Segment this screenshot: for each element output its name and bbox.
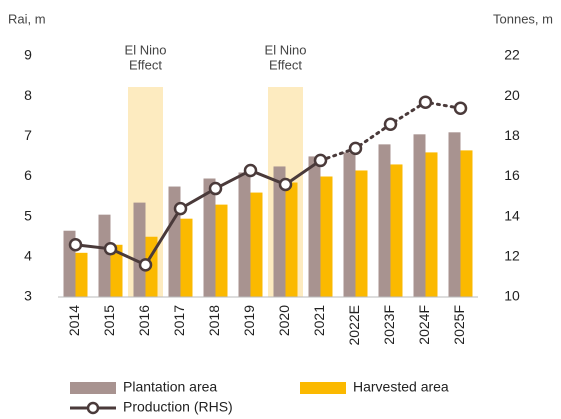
line-marker <box>278 177 293 192</box>
y-tick-label: 3 <box>24 288 32 304</box>
line-marker <box>313 153 328 168</box>
x-tick-label: 2017 <box>171 305 187 336</box>
y-tick-label: 7 <box>24 127 32 143</box>
x-tick-label: 2025F <box>451 305 467 345</box>
line-marker <box>348 141 363 156</box>
line-marker <box>68 238 83 252</box>
y-tick-label: 5 <box>24 207 32 223</box>
bar <box>250 192 263 297</box>
y2-tick-label: 18 <box>504 127 520 143</box>
y2-tick-label: 12 <box>504 248 520 264</box>
bar <box>308 156 321 297</box>
line-marker <box>453 101 468 115</box>
y2-tick-label: 20 <box>504 87 520 103</box>
y-tick-label: 6 <box>24 167 32 183</box>
bar <box>320 176 333 297</box>
bar <box>133 202 146 297</box>
line-marker <box>103 242 118 256</box>
annotation-text: Effect <box>129 57 162 72</box>
y2-tick-label: 16 <box>504 167 520 183</box>
x-tick-label: 2019 <box>241 305 257 336</box>
bar <box>355 170 368 297</box>
x-tick-label: 2020 <box>276 305 292 336</box>
line-marker <box>383 117 398 132</box>
annotation-text: El Nino <box>265 42 307 57</box>
bar <box>110 244 123 297</box>
y-tick-label: 8 <box>24 87 32 103</box>
x-tick-label: 2016 <box>136 305 152 336</box>
bar <box>203 178 216 297</box>
annotation-text: Effect <box>269 57 302 72</box>
bar <box>75 252 88 297</box>
bar <box>343 152 356 297</box>
x-tick-label: 2014 <box>66 305 82 336</box>
bar <box>285 182 298 297</box>
bar <box>215 204 228 297</box>
y-tick-label: 9 <box>24 47 32 63</box>
bar <box>98 214 111 297</box>
x-tick-label: 2023F <box>381 305 397 345</box>
x-tick-label: 2018 <box>206 305 222 336</box>
y2-tick-label: 10 <box>504 288 520 304</box>
bar <box>448 132 461 297</box>
legend-label: Plantation area <box>123 379 217 395</box>
y2-axis-label: Tonnes, m <box>493 11 553 26</box>
y-axis-label: Rai, m <box>8 11 46 26</box>
line-marker <box>208 181 223 196</box>
y-tick-label: 4 <box>24 248 32 264</box>
legend-label: Harvested area <box>353 379 449 395</box>
x-tick-label: 2015 <box>101 305 117 336</box>
annotation-text: El Nino <box>125 42 167 57</box>
legend-label: Production (RHS) <box>123 399 233 415</box>
legend-swatch <box>300 382 346 394</box>
bar <box>238 172 251 297</box>
line-marker <box>243 163 258 178</box>
x-tick-label: 2021 <box>311 305 327 336</box>
y2-tick-label: 22 <box>504 47 520 63</box>
line-marker <box>173 201 188 216</box>
legend-swatch <box>70 382 116 394</box>
y2-tick-label: 14 <box>504 207 520 223</box>
bar <box>425 152 438 297</box>
legend-marker <box>86 401 100 415</box>
bar <box>273 166 286 297</box>
bar <box>378 144 391 297</box>
line-marker <box>418 95 433 109</box>
bar <box>390 164 403 297</box>
x-tick-label: 2024F <box>416 305 432 345</box>
line-marker <box>138 258 153 272</box>
bar <box>413 134 426 297</box>
x-tick-label: 2022E <box>346 305 362 345</box>
bar <box>180 218 193 297</box>
bar <box>460 150 473 297</box>
